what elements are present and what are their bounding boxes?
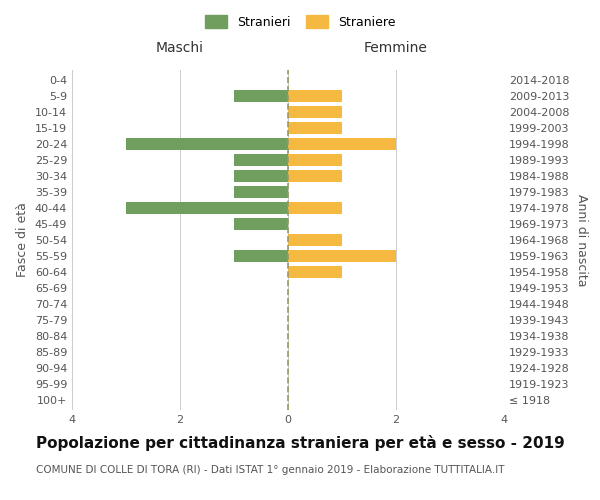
Text: COMUNE DI COLLE DI TORA (RI) - Dati ISTAT 1° gennaio 2019 - Elaborazione TUTTITA: COMUNE DI COLLE DI TORA (RI) - Dati ISTA… xyxy=(36,465,505,475)
Bar xyxy=(234,90,288,102)
Bar xyxy=(234,250,288,262)
Bar xyxy=(288,90,342,102)
Bar xyxy=(288,234,342,246)
Bar xyxy=(288,138,396,150)
Bar xyxy=(288,202,342,214)
Text: Femmine: Femmine xyxy=(364,41,428,55)
Y-axis label: Fasce di età: Fasce di età xyxy=(16,202,29,278)
Bar xyxy=(234,154,288,166)
Bar xyxy=(288,170,342,182)
Bar xyxy=(288,266,342,278)
Legend: Stranieri, Straniere: Stranieri, Straniere xyxy=(201,11,399,32)
Bar xyxy=(288,122,342,134)
Bar xyxy=(234,186,288,198)
Bar xyxy=(234,170,288,182)
Bar xyxy=(126,202,288,214)
Bar xyxy=(288,106,342,118)
Bar xyxy=(126,138,288,150)
Bar xyxy=(234,218,288,230)
Text: Popolazione per cittadinanza straniera per età e sesso - 2019: Popolazione per cittadinanza straniera p… xyxy=(36,435,565,451)
Y-axis label: Anni di nascita: Anni di nascita xyxy=(575,194,588,286)
Text: Maschi: Maschi xyxy=(156,41,204,55)
Bar xyxy=(288,154,342,166)
Bar xyxy=(288,250,396,262)
